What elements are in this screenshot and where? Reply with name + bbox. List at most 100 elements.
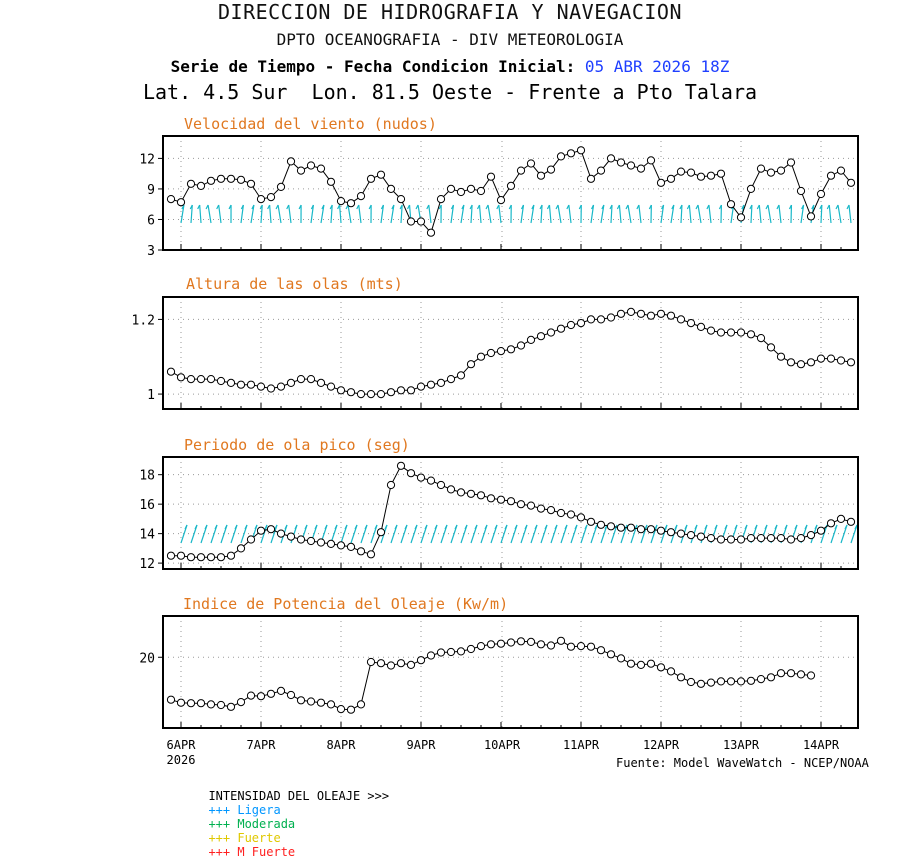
data-point [277,383,284,390]
data-point [337,542,344,549]
data-point [407,661,414,668]
data-point [817,527,824,534]
data-point [747,677,754,684]
data-point [577,320,584,327]
y-tick-label-0: 1 [147,388,155,403]
data-point [387,481,394,488]
direction-arrow [208,205,211,223]
data-point [287,158,294,165]
data-point [207,177,214,184]
data-point [297,536,304,543]
data-point [757,676,764,683]
data-point [667,529,674,536]
data-point [547,642,554,649]
data-point [237,699,244,706]
data-point [757,165,764,172]
direction-arrow [779,205,781,223]
data-point [717,329,724,336]
direction-arrow [628,205,631,223]
data-point [557,325,564,332]
direction-arrow [340,205,341,223]
y-tick-label-3: 18 [139,469,155,484]
data-point [387,185,394,192]
series-line [171,641,811,710]
data-point [167,196,174,203]
data-point [167,552,174,559]
legend-item-moderada: +++ Moderada [208,817,295,831]
data-point [287,691,294,698]
data-point [367,175,374,182]
data-point [627,660,634,667]
data-point [647,660,654,667]
data-point [197,376,204,383]
data-point [317,379,324,386]
direction-arrow [488,205,491,223]
data-point [487,641,494,648]
y-tick-label-2: 9 [147,183,155,198]
panel-frame-0 [163,136,858,250]
data-point [387,662,394,669]
data-point [587,518,594,525]
data-point [667,312,674,319]
data-point [407,470,414,477]
data-point [347,200,354,207]
data-point [587,175,594,182]
data-point [447,486,454,493]
data-point [707,327,714,334]
data-point [247,692,254,699]
direction-arrow-head [836,205,838,209]
data-point [557,637,564,644]
data-point [837,357,844,364]
data-point [487,495,494,502]
x-tick-label-3: 9APR [407,738,437,752]
data-point [167,696,174,703]
data-point [657,664,664,671]
data-point [627,162,634,169]
y-tick-label-0: 12 [139,557,155,572]
data-point [617,310,624,317]
data-point [557,509,564,516]
direction-arrow-head [766,205,768,209]
data-point [597,521,604,528]
data-point [797,361,804,368]
data-point [477,187,484,194]
panel-frame-2 [163,457,858,569]
data-point [777,535,784,542]
data-point [177,374,184,381]
y-tick-label-3: 12 [139,152,155,167]
data-point [657,179,664,186]
data-point [177,199,184,206]
data-point [327,178,334,185]
data-point [847,518,854,525]
data-point [577,514,584,521]
data-point [337,198,344,205]
data-point [287,379,294,386]
direction-arrow [689,205,691,223]
data-point [727,536,734,543]
data-point [447,376,454,383]
data-point [427,477,434,484]
data-point [637,165,644,172]
data-point [787,536,794,543]
data-point [227,552,234,559]
direction-arrow [499,205,501,223]
y-tick-label-1: 1.2 [132,313,155,328]
direction-arrow [558,205,561,223]
data-point [727,201,734,208]
data-point [317,165,324,172]
data-point [517,501,524,508]
data-point [697,533,704,540]
data-point [477,353,484,360]
x-tick-label-7: 13APR [723,738,760,752]
data-point [197,554,204,561]
data-point [207,701,214,708]
data-point [767,674,774,681]
data-point [647,157,654,164]
data-point [267,690,274,697]
data-point [467,645,474,652]
data-point [367,551,374,558]
data-point [397,387,404,394]
data-point [347,389,354,396]
data-point [477,643,484,650]
data-point [707,535,714,542]
